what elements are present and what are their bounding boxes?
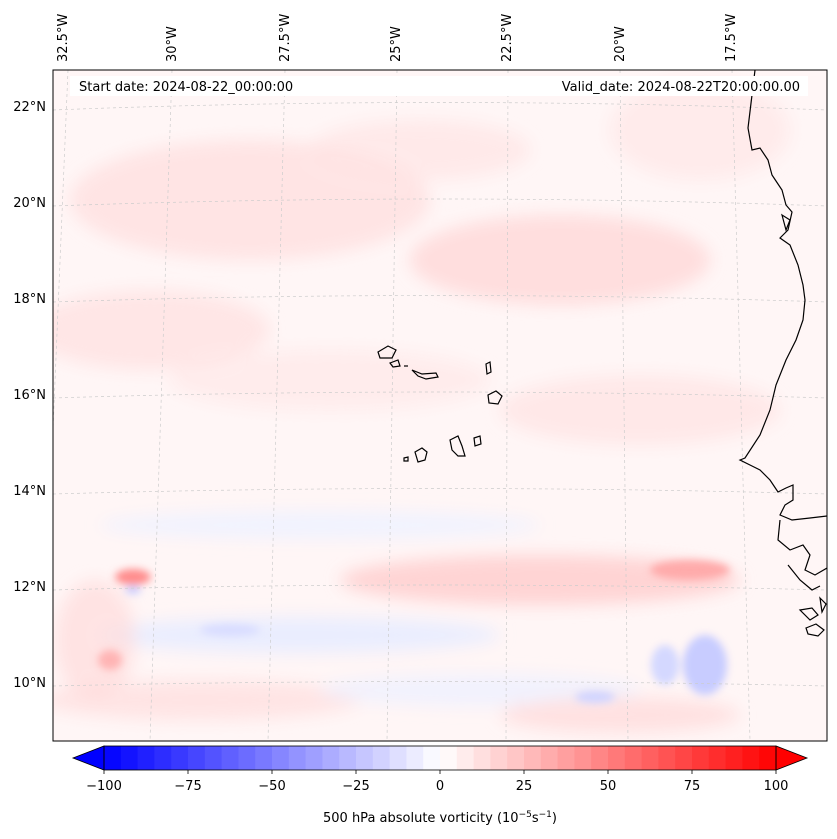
colorbar-segment	[322, 746, 340, 770]
lon-label: 27.5°W	[278, 14, 293, 62]
cape-verde-islands	[377, 345, 503, 463]
island-fogo	[414, 447, 428, 463]
island-brava	[403, 456, 409, 462]
guinea-coastline	[777, 519, 827, 576]
colorbar-segment	[456, 746, 475, 770]
colorbar-segment	[507, 746, 525, 770]
lat-label: 14°N	[13, 484, 46, 499]
colorbar-segment	[624, 746, 643, 770]
lat-label: 10°N	[13, 676, 46, 691]
colorbar-segment	[759, 746, 777, 770]
colorbar-tick-label: −50	[258, 779, 285, 794]
colorbar-segment	[725, 746, 743, 770]
latitude-labels: 22°N 20°N 18°N 16°N 14°N 12°N 10°N	[13, 100, 46, 691]
colorbar-segment	[591, 746, 609, 770]
colorbar-ticks: −100 −75 −50 −25 0 25 50 75 100	[86, 770, 788, 794]
map-panel: Start date: 2024-08-22_00:00:00 Valid_da…	[53, 70, 827, 741]
colorbar-label: 500 hPa absolute vorticity (10−5s−1)	[323, 810, 557, 826]
lat-label: 20°N	[13, 196, 46, 211]
africa-coastline	[738, 70, 827, 521]
island-maio	[473, 435, 482, 447]
lon-label: 32.5°W	[56, 14, 71, 62]
colorbar-segment	[473, 746, 491, 770]
colorbar-tick-label: 25	[516, 779, 533, 794]
graticule	[53, 70, 827, 741]
colorbar-extend-low	[71, 745, 105, 771]
island-santo-antao	[377, 345, 397, 359]
colorbar-segment	[389, 746, 407, 770]
island-boa-vista	[487, 390, 503, 405]
lat-label: 16°N	[13, 388, 46, 403]
longitude-labels: 32.5°W 30°W 27.5°W 25°W 22.5°W 20°W 17.5…	[56, 14, 739, 62]
colorbar-segment	[675, 746, 693, 770]
island-sao-vicente	[389, 359, 401, 368]
colorbar-segment	[221, 746, 239, 770]
colorbar-segment	[440, 746, 458, 770]
valid-date-label: Valid_date: 2024-08-22T20:00:00.00	[562, 80, 800, 95]
colorbar-segment	[356, 746, 374, 770]
colorbar-tick-label: 50	[600, 779, 617, 794]
colorbar-segment	[305, 746, 323, 770]
colorbar-segment	[339, 746, 357, 770]
lat-label: 12°N	[13, 580, 46, 595]
colorbar-segment	[137, 746, 155, 770]
lon-label: 30°W	[165, 26, 180, 62]
lat-label: 22°N	[13, 100, 46, 115]
colorbar-segment	[692, 746, 710, 770]
colorbar: −100 −75 −50 −25 0 25 50 75 100 500 hPa absolute…	[71, 745, 809, 826]
colorbar-extend-high	[775, 745, 809, 771]
colorbar-segment	[255, 746, 273, 770]
colorbar-segment	[742, 746, 760, 770]
colorbar-segment	[288, 746, 307, 770]
colorbar-segment	[104, 746, 122, 770]
colorbar-tick-label: −25	[342, 779, 369, 794]
colorbar-tick-label: −75	[174, 779, 201, 794]
start-date-label: Start date: 2024-08-22_00:00:00	[79, 80, 293, 95]
header-band	[70, 76, 808, 96]
colorbar-segment	[540, 746, 559, 770]
colorbar-segment	[557, 746, 575, 770]
lon-label: 25°W	[389, 26, 404, 62]
colorbar-segment	[658, 746, 676, 770]
colorbar-segment	[171, 746, 189, 770]
colorbar-segment	[120, 746, 139, 770]
colorbar-tick-label: 75	[684, 779, 701, 794]
lon-label: 22.5°W	[500, 14, 515, 62]
lon-label: 20°W	[613, 26, 628, 62]
map-frame	[52, 69, 828, 742]
coastlines	[738, 70, 827, 637]
colorbar-segment	[204, 746, 223, 770]
island-santiago	[449, 435, 466, 457]
colorbar-segment	[154, 746, 172, 770]
colorbar-segment	[641, 746, 659, 770]
colorbar-segment	[574, 746, 592, 770]
colorbar-segment	[238, 746, 256, 770]
colorbar-segment	[524, 746, 542, 770]
colorbar-segment	[188, 746, 206, 770]
colorbar-segment	[608, 746, 626, 770]
colorbar-tick-label: 0	[436, 779, 444, 794]
island-sao-nicolau	[411, 369, 439, 380]
lon-label: 17.5°W	[724, 14, 739, 62]
colorbar-tick-label: 100	[764, 779, 789, 794]
lat-label: 18°N	[13, 292, 46, 307]
colorbar-tick-label: −100	[86, 779, 122, 794]
island-sal	[485, 361, 492, 375]
colorbar-segment	[490, 746, 508, 770]
colorbar-segment	[708, 746, 727, 770]
colorbar-segment	[372, 746, 391, 770]
colorbar-segments	[104, 746, 777, 770]
colorbar-segment	[406, 746, 424, 770]
colorbar-segment	[272, 746, 290, 770]
colorbar-segment	[423, 746, 441, 770]
